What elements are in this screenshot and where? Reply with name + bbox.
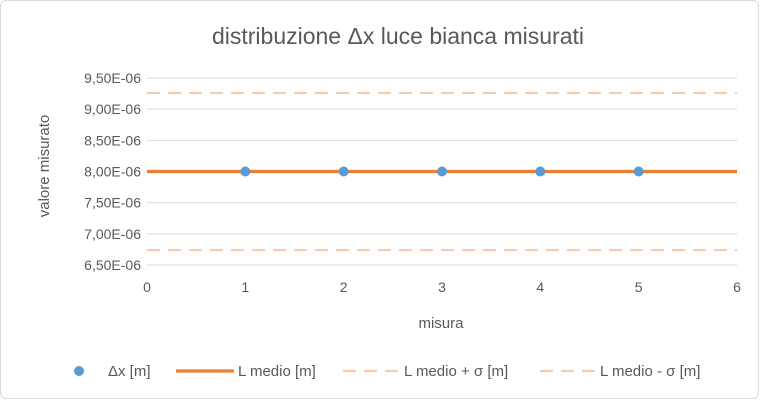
x-tick-label: 0 xyxy=(143,279,151,295)
legend-label: L medio [m] xyxy=(238,363,316,380)
legend-label: L medio - σ [m] xyxy=(600,363,700,380)
y-tick-labels: 6,50E-06 7,00E-06 7,50E-06 8,00E-06 8,50E-06… xyxy=(84,70,141,273)
series-marks xyxy=(147,91,737,252)
y-tick-label: 7,50E-06 xyxy=(84,195,141,211)
legend-item: L medio [m] xyxy=(176,363,316,380)
x-axis-label: misura xyxy=(418,315,464,332)
legend-marker xyxy=(74,366,84,376)
x-tick-label: 3 xyxy=(438,279,446,295)
legend-item: L medio + σ [m] xyxy=(343,363,508,380)
legend: Δx [m] L medio [m] L medio + σ [m] L medio … xyxy=(74,363,700,380)
x-tick-label: 6 xyxy=(733,279,741,295)
x-tick-label: 5 xyxy=(635,279,643,295)
y-tick-label: 9,50E-06 xyxy=(84,70,141,86)
data-point xyxy=(240,166,251,177)
data-point xyxy=(338,166,349,177)
legend-item: L medio - σ [m] xyxy=(540,363,700,380)
x-tick-label: 1 xyxy=(241,279,249,295)
y-axis-label: valore misurato xyxy=(36,115,53,218)
y-tick-label: 8,50E-06 xyxy=(84,132,141,148)
x-tick-label: 2 xyxy=(340,279,348,295)
legend-item: Δx [m] xyxy=(74,363,151,380)
x-tick-label: 4 xyxy=(536,279,544,295)
legend-label: Δx [m] xyxy=(108,363,151,380)
y-tick-label: 6,50E-06 xyxy=(84,257,141,273)
data-point xyxy=(535,166,546,177)
y-tick-label: 8,00E-06 xyxy=(84,164,141,180)
y-tick-label: 9,00E-06 xyxy=(84,101,141,117)
y-tick-label: 7,00E-06 xyxy=(84,226,141,242)
data-point xyxy=(633,166,644,177)
chart-title: distribuzione Δx luce bianca misurati xyxy=(212,23,584,49)
legend-label: L medio + σ [m] xyxy=(404,363,508,380)
x-tick-labels: 0 1 2 3 4 5 6 xyxy=(143,279,741,295)
data-point xyxy=(437,166,447,177)
